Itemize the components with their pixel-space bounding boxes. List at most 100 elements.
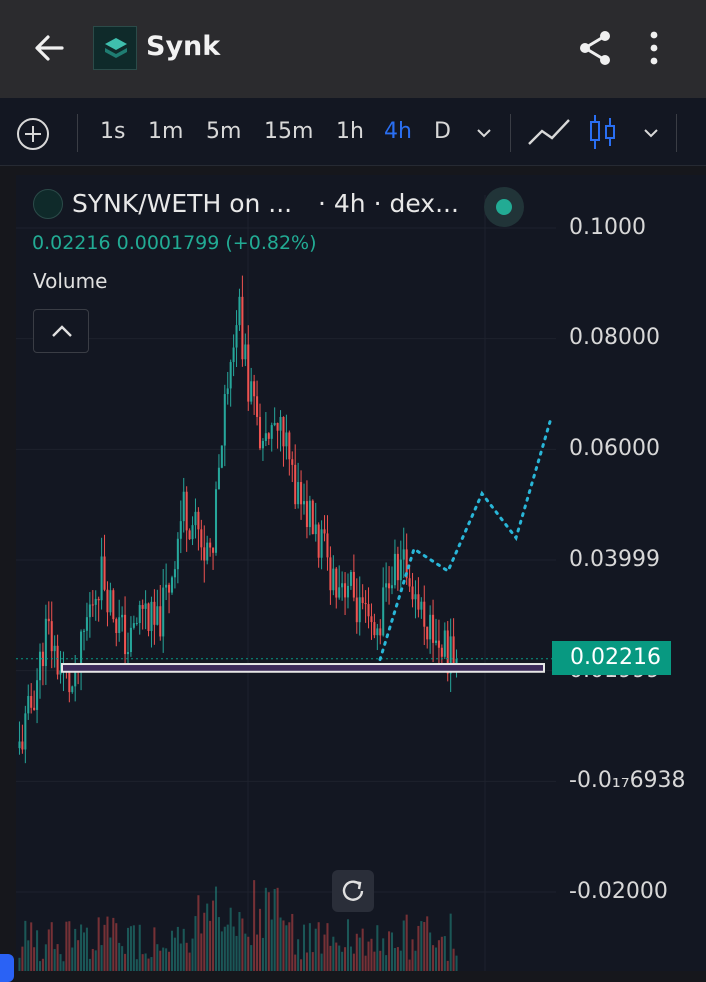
volume-bar xyxy=(109,937,112,971)
line-chart-icon[interactable] xyxy=(526,114,572,150)
candle-body xyxy=(191,525,194,540)
volume-bar xyxy=(367,941,370,971)
volume-bar xyxy=(270,919,273,971)
volume-bar xyxy=(423,922,426,971)
volume-bar xyxy=(144,953,147,971)
volume-bar xyxy=(200,933,203,971)
volume-bar xyxy=(320,953,323,971)
timeframe-d[interactable]: D xyxy=(434,119,451,144)
volume-bar xyxy=(329,945,332,971)
candle-body xyxy=(346,585,350,598)
reset-chart-button[interactable] xyxy=(332,870,374,912)
candle-body xyxy=(411,586,414,600)
candle-body xyxy=(82,630,86,632)
volume-bar xyxy=(132,925,135,971)
candle-body xyxy=(179,521,182,539)
candle-body xyxy=(361,597,364,604)
pair-title[interactable]: SYNK/WETH on ... xyxy=(72,189,293,218)
volume-bar xyxy=(317,922,320,971)
volume-bar xyxy=(138,924,141,971)
volume-bar xyxy=(124,953,127,971)
candle-body xyxy=(323,529,326,534)
candle-body xyxy=(170,577,174,593)
volume-bar xyxy=(223,926,226,971)
volume-bar xyxy=(168,951,171,971)
add-indicator-icon[interactable] xyxy=(16,117,50,151)
candle-body xyxy=(367,604,370,617)
candle-body xyxy=(159,606,162,637)
candle-body xyxy=(121,614,124,618)
candle-body xyxy=(379,628,382,636)
candle-body xyxy=(370,616,373,623)
volume-bar xyxy=(97,917,100,971)
volume-bar xyxy=(80,924,83,971)
candle-body xyxy=(126,652,130,655)
timeframe-1h[interactable]: 1h xyxy=(336,119,364,144)
volume-bar xyxy=(452,948,455,971)
candlestick-chart-icon[interactable] xyxy=(588,112,618,152)
volume-bar xyxy=(302,924,306,971)
volume-bar xyxy=(71,947,74,971)
candle-body xyxy=(305,501,308,528)
volume-label[interactable]: Volume xyxy=(33,269,108,293)
price-chart[interactable] xyxy=(16,175,706,971)
volume-bar xyxy=(68,921,71,971)
timeframe-15m[interactable]: 15m xyxy=(264,119,314,144)
volume-bar xyxy=(53,949,56,971)
candle-body xyxy=(420,601,423,610)
candle-body xyxy=(74,665,77,687)
share-icon[interactable] xyxy=(574,27,616,69)
candle-body xyxy=(80,631,83,672)
candle-body xyxy=(203,547,206,561)
candle-body xyxy=(302,501,306,505)
timeframe-1m[interactable]: 1m xyxy=(148,119,184,144)
volume-bar xyxy=(434,947,438,971)
volume-bar xyxy=(297,939,300,971)
candle-body xyxy=(176,538,179,570)
edge-drag-handle[interactable] xyxy=(0,954,14,982)
volume-bar xyxy=(135,959,138,971)
timeframe-4h[interactable]: 4h xyxy=(384,119,412,144)
volume-bar xyxy=(94,950,97,971)
candle-body xyxy=(212,547,215,553)
candle-body xyxy=(285,432,288,447)
timeframe-dropdown-chevron-icon[interactable] xyxy=(474,124,494,142)
candle-body xyxy=(56,645,59,675)
candle-body xyxy=(423,601,426,627)
chart-area[interactable] xyxy=(16,175,706,971)
candle-body xyxy=(217,467,220,490)
candle-body xyxy=(33,707,36,710)
volume-bar xyxy=(414,950,417,971)
volume-bar xyxy=(241,918,244,971)
candle-body xyxy=(47,618,50,622)
candle-body xyxy=(329,557,332,591)
volume-bar xyxy=(258,908,262,971)
chart-type-dropdown-chevron-icon[interactable] xyxy=(641,124,661,142)
candle-body xyxy=(279,416,282,431)
toolbar-divider xyxy=(510,114,511,152)
candle-body xyxy=(270,425,273,439)
volume-bar xyxy=(191,938,194,971)
candle-body xyxy=(188,530,191,540)
collapse-legend-button[interactable] xyxy=(33,309,89,353)
volume-bar xyxy=(408,959,411,971)
volume-bar xyxy=(129,926,132,971)
volume-bar xyxy=(179,943,182,971)
timeframe-1s[interactable]: 1s xyxy=(100,119,126,144)
market-status-indicator[interactable] xyxy=(484,187,524,227)
volume-bar xyxy=(65,921,68,971)
timeframe-5m[interactable]: 5m xyxy=(206,119,242,144)
candle-body xyxy=(38,651,42,681)
candle-body xyxy=(238,296,241,326)
back-arrow-icon[interactable] xyxy=(30,28,70,68)
candle-body xyxy=(358,597,361,623)
candle-body xyxy=(18,741,21,749)
candle-body xyxy=(129,627,132,653)
volume-bar xyxy=(364,955,367,971)
candle-body xyxy=(112,590,115,620)
volume-bar xyxy=(429,932,432,971)
volume-bar xyxy=(288,922,291,971)
candle-body xyxy=(417,594,420,610)
more-options-icon[interactable] xyxy=(640,27,668,69)
candle-body xyxy=(247,344,250,402)
